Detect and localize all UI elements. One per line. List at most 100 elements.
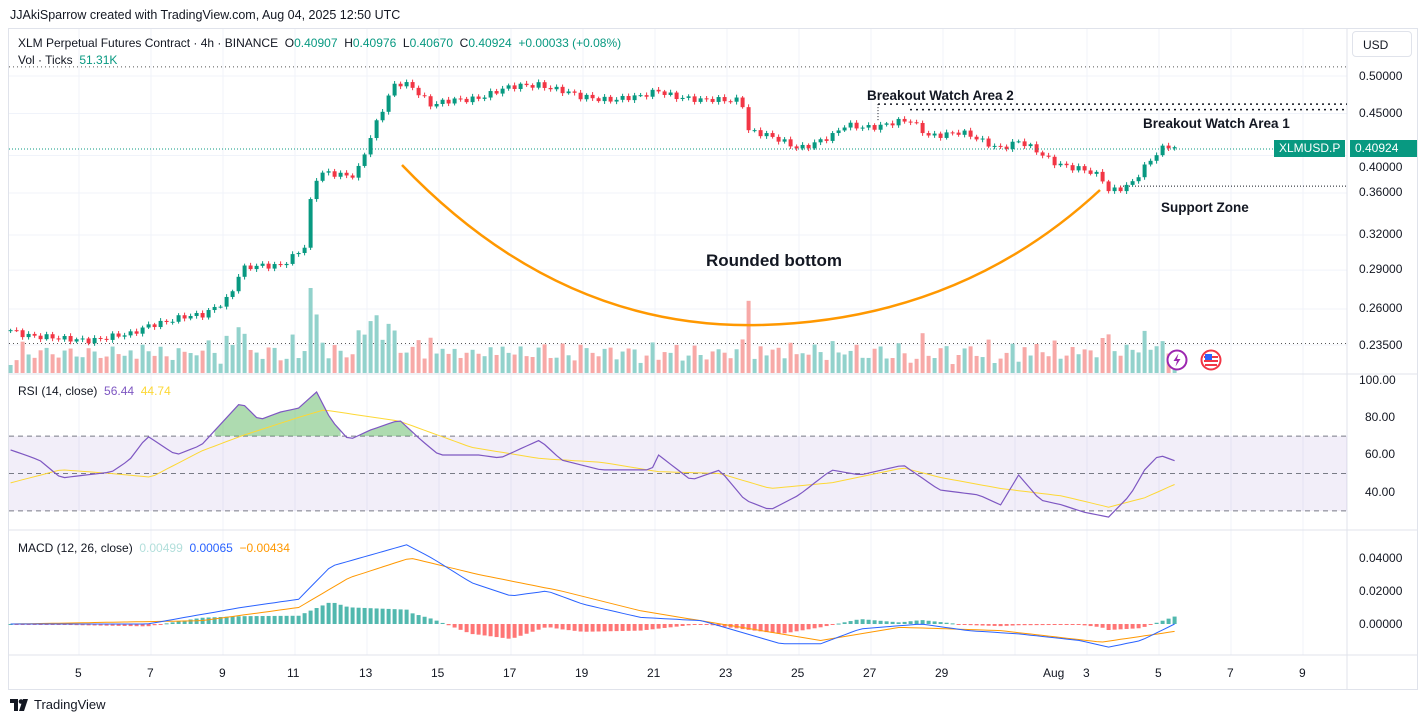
macd-label[interactable]: MACD (12, 26, close) <box>18 541 133 555</box>
price-axis-label: 0.26000 <box>1359 301 1403 315</box>
macd-histogram-bar <box>308 610 313 624</box>
macd-histogram-bar <box>806 624 811 630</box>
volume-bar <box>908 362 913 373</box>
candle-body <box>902 118 907 122</box>
candle-body <box>758 130 763 137</box>
volume-bar <box>1016 361 1021 373</box>
candle-body <box>1052 156 1057 166</box>
candle-body <box>200 313 205 318</box>
macd-histogram-bar <box>1106 624 1111 631</box>
macd-histogram-bar <box>782 624 787 634</box>
candle-body <box>812 142 817 149</box>
breakout-area-2-label[interactable]: Breakout Watch Area 2 <box>867 88 1014 103</box>
macd-histogram-bar <box>362 607 367 624</box>
volume-bar <box>224 335 229 373</box>
macd-histogram-bar <box>932 621 937 624</box>
macd-histogram-bar <box>632 624 637 631</box>
candle-body <box>404 82 409 87</box>
volume-bar <box>1010 343 1015 373</box>
volume-bar <box>1160 341 1165 373</box>
volume-bar <box>464 352 469 373</box>
candle-body <box>968 130 973 137</box>
volume-bar <box>152 355 157 373</box>
breakout-area-1-label[interactable]: Breakout Watch Area 1 <box>1143 116 1290 131</box>
volume-bar <box>1118 355 1123 373</box>
rounded-bottom-label[interactable]: Rounded bottom <box>706 251 842 270</box>
macd-histogram-bar <box>296 615 301 624</box>
candle-body <box>128 331 133 336</box>
price-axis-label: 0.23500 <box>1359 338 1403 352</box>
volume-bar <box>866 357 871 373</box>
rsi-label[interactable]: RSI (14, close) <box>18 384 98 398</box>
candle-body <box>890 123 895 126</box>
volume-bar <box>290 334 295 373</box>
volume-bar <box>338 350 343 373</box>
volume-bar <box>1088 350 1093 373</box>
macd-histogram-bar <box>236 616 241 624</box>
volume-bar <box>644 355 649 373</box>
candle-body <box>938 133 943 138</box>
symbol-title[interactable]: XLM Perpetual Futures Contract · 4h · BI… <box>18 36 279 50</box>
volume-bar <box>830 341 835 373</box>
lightning-event-icon[interactable] <box>1166 349 1188 376</box>
candle-body <box>800 144 805 149</box>
macd-histogram-bar <box>1058 624 1063 625</box>
volume-label[interactable]: Vol · Ticks <box>18 53 73 67</box>
candle-body <box>488 91 493 98</box>
support-zone-label[interactable]: Support Zone <box>1161 200 1249 215</box>
candle-body <box>32 333 37 336</box>
macd-histogram-bar <box>158 624 163 625</box>
volume-bar <box>314 314 319 373</box>
time-axis-label: 17 <box>503 666 517 680</box>
macd-line <box>10 544 1175 648</box>
volume-bar <box>206 340 211 373</box>
candle-body <box>1118 187 1123 192</box>
candle-body <box>194 313 199 317</box>
macd-histogram-bar <box>668 624 673 628</box>
candle-body <box>1106 181 1111 192</box>
volume-bar <box>38 350 43 373</box>
candle-body <box>608 96 613 102</box>
candle-body <box>746 107 751 131</box>
candle-body <box>782 139 787 142</box>
macd-histogram-bar <box>1052 624 1057 625</box>
candle-body <box>1022 141 1027 147</box>
candle-body <box>944 132 949 138</box>
macd-histogram-bar <box>380 608 385 624</box>
volume-bar <box>458 357 463 373</box>
volume-bar <box>392 330 397 373</box>
macd-histogram-bar <box>542 624 547 628</box>
macd-histogram-bar <box>530 624 535 632</box>
macd-histogram-bar <box>662 624 667 628</box>
candle-body <box>878 124 883 130</box>
candle-body <box>596 98 601 102</box>
macd-histogram-bar <box>128 624 133 627</box>
candle-body <box>674 92 679 100</box>
candle-body <box>1160 145 1165 156</box>
candle-body <box>734 97 739 102</box>
candle-body <box>704 98 709 100</box>
tradingview-logo[interactable]: TradingView <box>10 697 106 712</box>
time-axis-label: 25 <box>791 666 805 680</box>
macd-histogram-bar <box>1136 624 1141 629</box>
macd-histogram-bar <box>680 624 685 626</box>
currency-selector[interactable]: USD <box>1352 31 1412 57</box>
macd-histogram-bar <box>74 624 79 626</box>
macd-histogram-bar <box>800 624 805 631</box>
candle-body <box>1094 171 1099 174</box>
volume-bar <box>122 355 127 373</box>
volume-bar <box>374 315 379 373</box>
candle-body <box>830 133 835 141</box>
volume-bar <box>446 353 451 373</box>
candle-body <box>650 89 655 97</box>
time-axis-label: 13 <box>359 666 373 680</box>
candle-body <box>1142 164 1147 178</box>
time-axis-label: 9 <box>1299 666 1306 680</box>
macd-histogram-bar <box>104 624 109 626</box>
macd-histogram-bar <box>626 624 631 631</box>
candle-body <box>1064 163 1069 166</box>
us-flag-event-icon[interactable] <box>1200 349 1222 376</box>
time-axis-label: 5 <box>75 666 82 680</box>
volume-bar <box>602 348 607 373</box>
